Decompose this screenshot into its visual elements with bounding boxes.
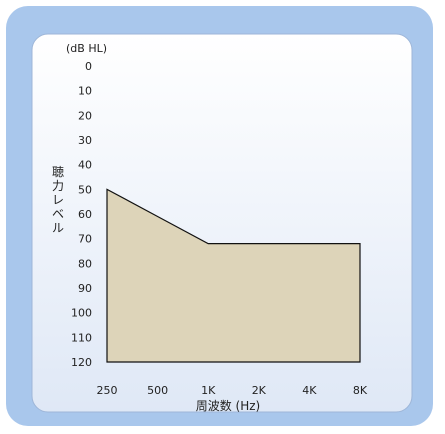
y-tick-label: 90 — [78, 282, 92, 295]
x-tick-label: 250 — [97, 384, 118, 397]
x-tick-label: 8K — [353, 384, 368, 397]
y-tick-label: 40 — [78, 159, 92, 172]
hearing-threshold-area — [106, 188, 361, 363]
x-axis-ticks: 250 500 1K 2K 4K 8K — [97, 384, 368, 397]
x-axis-label: 周波数 (Hz) — [196, 398, 261, 413]
y-tick-label: 80 — [78, 257, 92, 270]
y-axis-ticks: 0 10 20 30 40 50 60 70 80 90 100 110 120 — [71, 60, 92, 369]
x-tick-label: 500 — [147, 384, 168, 397]
y-tick-label: 0 — [85, 60, 92, 73]
y-tick-label: 120 — [71, 356, 92, 369]
y-axis-label: 聴力レベル — [52, 165, 64, 235]
y-tick-label: 50 — [78, 183, 92, 196]
y-tick-label: 20 — [78, 109, 92, 122]
y-tick-label: 70 — [78, 233, 92, 246]
x-tick-label: 4K — [302, 384, 317, 397]
x-tick-label: 2K — [252, 384, 267, 397]
y-tick-label: 30 — [78, 134, 92, 147]
y-tick-label: 100 — [71, 307, 92, 320]
y-unit-label: (dB HL) — [66, 42, 107, 55]
y-tick-label: 60 — [78, 208, 92, 221]
x-tick-label: 1K — [201, 384, 216, 397]
y-tick-label: 110 — [71, 331, 92, 344]
y-tick-label: 10 — [78, 85, 92, 98]
